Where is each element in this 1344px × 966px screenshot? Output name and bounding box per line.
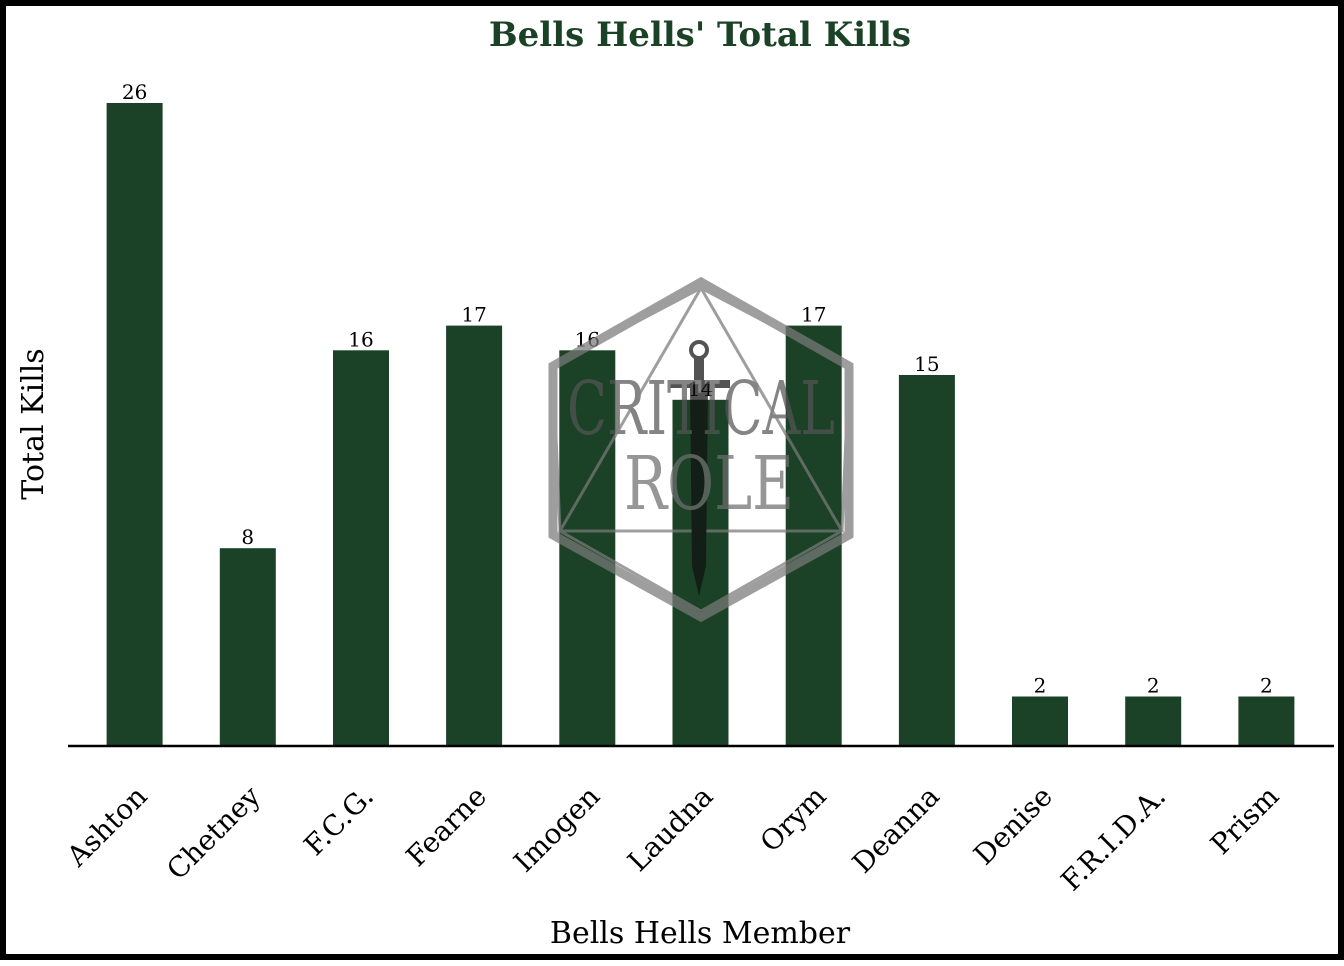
bar-prism xyxy=(1238,696,1295,746)
bar-fearne xyxy=(446,325,503,746)
data-label: 17 xyxy=(801,303,826,327)
x-tick-labels: Ashton Chetney F.C.G. Fearne Imogen Laudna Ory… xyxy=(60,779,1286,897)
x-tick-label: Fearne xyxy=(400,780,493,873)
data-label: 26 xyxy=(122,80,147,104)
chart-title: Bells Hells' Total Kills xyxy=(489,15,911,55)
bar-deanna xyxy=(898,375,955,746)
d20-facets-icon xyxy=(551,285,851,613)
x-tick-label: F.C.G. xyxy=(298,780,380,862)
bar-f-c-g xyxy=(333,350,389,746)
x-tick-label: Orym xyxy=(754,780,833,859)
watermark-line2: ROLE xyxy=(624,441,794,527)
data-label: 2 xyxy=(1260,674,1273,698)
x-tick-label: Imogen xyxy=(507,780,606,879)
x-tick-label: Ashton xyxy=(60,780,154,874)
bar-chart: Bells Hells' Total Kills 268161716141715… xyxy=(16,15,1334,951)
y-axis-label: Total Kills xyxy=(16,348,51,499)
watermark-line1: CRITICAL xyxy=(567,366,835,452)
x-tick-label: Chetney xyxy=(160,779,267,886)
bar-chetney xyxy=(219,548,276,746)
data-label: 2 xyxy=(1034,674,1047,698)
data-label: 15 xyxy=(914,352,939,376)
critical-role-watermark: CRITICAL ROLE xyxy=(548,276,854,623)
data-label: 16 xyxy=(348,327,373,351)
data-label: 8 xyxy=(241,525,254,549)
bar-f-r-i-d-a xyxy=(1125,696,1182,746)
x-tick-label: Prism xyxy=(1204,780,1285,861)
x-axis-label: Bells Hells Member xyxy=(550,916,851,951)
x-tick-label: F.R.I.D.A. xyxy=(1054,780,1172,898)
x-tick-label: Deanna xyxy=(846,780,946,880)
bar-denise xyxy=(1012,696,1068,746)
sword-icon xyxy=(668,340,730,596)
x-tick-label: Denise xyxy=(967,780,1059,872)
x-tick-label: Laudna xyxy=(621,780,719,878)
data-label: 2 xyxy=(1147,674,1160,698)
bar-ashton xyxy=(106,103,163,746)
data-label: 17 xyxy=(461,303,486,327)
